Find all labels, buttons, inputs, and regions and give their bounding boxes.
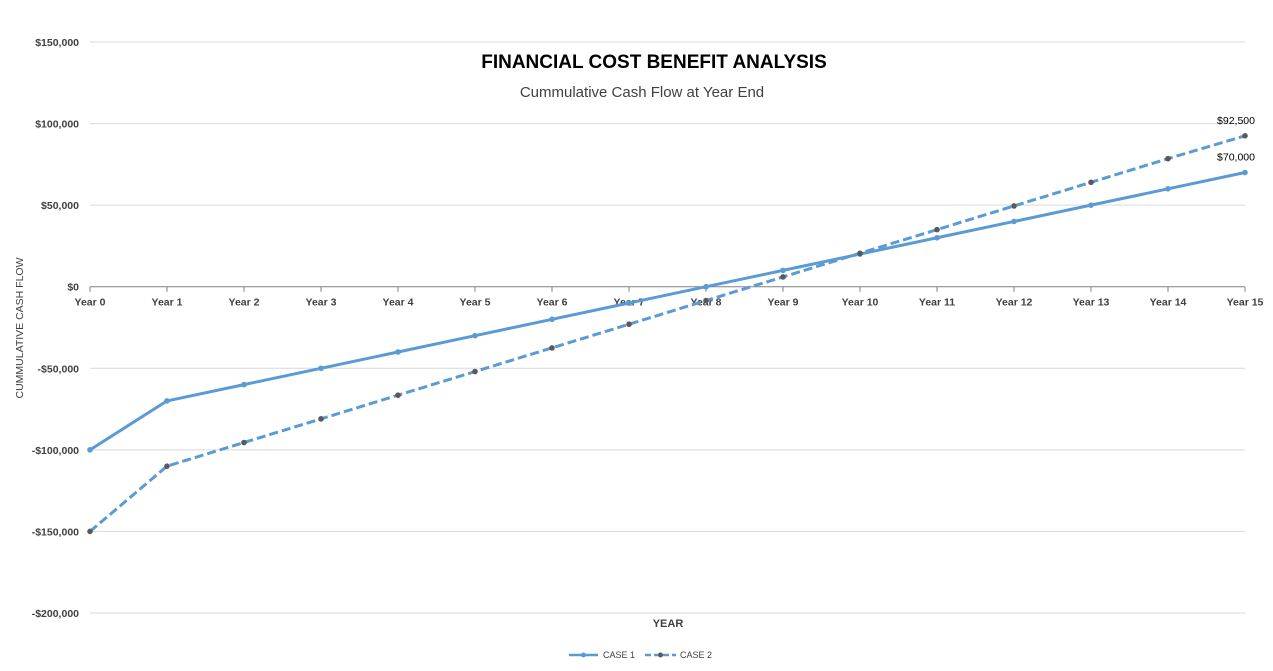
data-point-case-2: [703, 297, 709, 304]
x-axis-ticks: Year 0 Year 1 Year 2 Year 3 Year 4 Year 5 Year…: [75, 297, 1264, 309]
legend-label-case-2: CASE 2: [680, 650, 712, 660]
x-tick-label: Year 2: [229, 297, 260, 309]
y-tick-label: -$100,000: [32, 445, 79, 457]
y-tick-label: -$200,000: [32, 608, 79, 620]
data-point-case-1: [395, 349, 401, 355]
y-tick-label: $150,000: [35, 37, 79, 49]
series-line-case-1: [89, 171, 1246, 452]
y-axis-ticks: $150,000 $100,000 $50,000 $0 -$50,000 -$100,0…: [32, 37, 79, 620]
data-point-case-2: [472, 368, 478, 375]
y-tick-label: $0: [67, 282, 79, 294]
legend-marker-case-1: [581, 652, 586, 658]
y-tick-label: -$150,000: [32, 526, 79, 538]
data-point-case-1: [241, 381, 247, 388]
x-tick-label: Year 0: [75, 297, 106, 309]
x-tick-label: Year 9: [768, 297, 799, 309]
x-tick-label: Year 6: [537, 297, 568, 309]
data-point-case-1: [164, 398, 170, 404]
zero-axis: [89, 286, 1246, 292]
data-point-case-2: [87, 528, 93, 535]
legend-item-case-1: CASE 1: [569, 650, 635, 660]
x-tick-label: Year 10: [842, 297, 879, 309]
data-point-case-2: [1165, 155, 1171, 162]
data-point-case-1: [703, 283, 709, 290]
chart-title: FINANCIAL COST BENEFIT ANALYSIS: [481, 52, 827, 73]
x-tick-label: Year 5: [460, 297, 491, 309]
x-tick-label: Year 4: [383, 297, 414, 309]
data-point-case-1: [1165, 186, 1171, 192]
data-point-case-2: [241, 439, 247, 446]
data-point-case-2: [1242, 133, 1248, 139]
chart-subtitle: Cummulative Cash Flow at Year End: [520, 84, 764, 101]
y-tick-label: $100,000: [35, 119, 79, 131]
y-axis-label: CUMMULATIVE CASH FLOW: [14, 257, 26, 398]
data-point-case-1: [549, 316, 555, 323]
data-point-case-1: [1011, 218, 1017, 225]
data-point-case-1: [1088, 202, 1094, 208]
y-tick-label: $50,000: [41, 200, 79, 212]
data-point-case-2: [626, 321, 632, 328]
legend-marker-case-2: [658, 652, 663, 658]
data-label-case-2: $92,500: [1217, 115, 1255, 127]
data-point-case-1: [780, 267, 786, 274]
legend-item-case-2: CASE 2: [645, 650, 712, 660]
series-line-case-2: [89, 134, 1246, 533]
x-axis-label: YEAR: [653, 618, 684, 630]
gridlines: [90, 41, 1245, 614]
data-point-case-2: [164, 463, 170, 469]
data-point-case-1: [934, 234, 940, 241]
data-point-case-2: [780, 274, 786, 280]
data-point-case-1: [472, 332, 478, 339]
data-label-case-1: $70,000: [1217, 152, 1255, 164]
data-point-case-1: [1242, 169, 1248, 176]
data-point-case-1: [87, 447, 93, 453]
legend: CASE 1 CASE 2: [569, 650, 712, 660]
x-tick-label: Year 12: [996, 297, 1033, 309]
data-point-case-2: [318, 416, 324, 422]
x-tick-label: Year 15: [1227, 297, 1264, 309]
x-tick-label: Year 11: [919, 297, 955, 309]
x-tick-label: Year 3: [306, 297, 337, 309]
data-point-case-2: [1011, 203, 1017, 209]
y-tick-label: -$50,000: [38, 363, 80, 375]
data-point-case-1: [318, 365, 324, 372]
x-tick-label: Year 1: [152, 297, 183, 309]
data-point-case-2: [934, 226, 940, 233]
legend-label-case-1: CASE 1: [603, 650, 635, 660]
x-tick-label: Year 14: [1150, 297, 1187, 309]
data-point-case-2: [549, 345, 555, 351]
data-point-case-2: [395, 392, 401, 399]
data-point-case-2: [1088, 179, 1094, 186]
x-tick-label: Year 13: [1073, 297, 1110, 309]
data-point-case-2: [857, 250, 863, 257]
data-labels: $70,000 $92,500: [1217, 115, 1255, 164]
series-lines: [87, 133, 1248, 535]
data-point-case-1: [626, 300, 632, 306]
